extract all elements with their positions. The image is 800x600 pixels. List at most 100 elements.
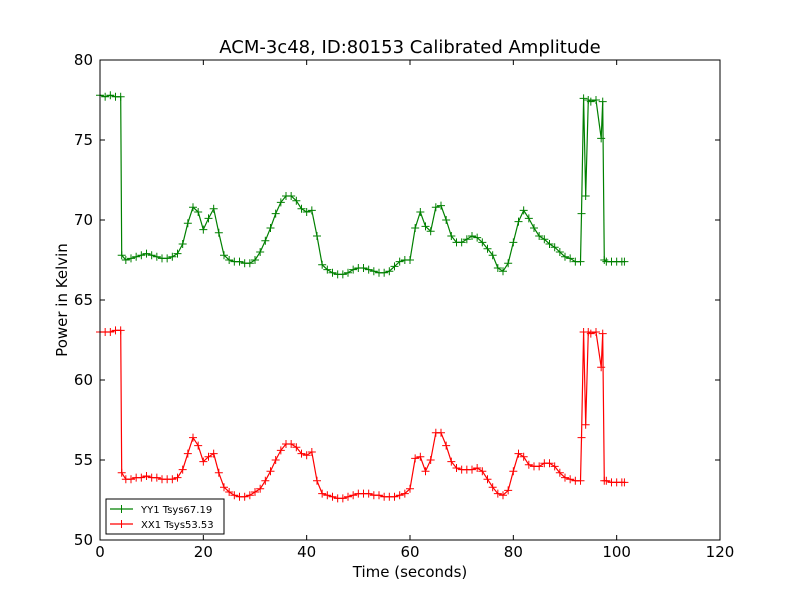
data-point <box>214 468 223 477</box>
x-tick-label: 100 <box>602 543 631 561</box>
data-point <box>297 449 306 458</box>
x-tick-label: 40 <box>297 543 316 561</box>
data-point <box>168 475 177 484</box>
series-0 <box>96 91 629 279</box>
data-point <box>555 248 564 256</box>
data-point <box>499 491 507 500</box>
data-point <box>116 326 125 335</box>
data-point <box>245 259 254 268</box>
legend-box <box>105 498 225 535</box>
data-point <box>127 475 135 484</box>
data-point <box>287 440 296 448</box>
data-point <box>395 491 404 500</box>
data-point <box>209 204 218 213</box>
data-point <box>581 420 590 429</box>
y-tick-label: 80 <box>74 51 93 69</box>
data-point <box>395 257 404 266</box>
data-point <box>421 467 430 476</box>
data-point <box>504 486 513 495</box>
data-point <box>318 489 327 498</box>
data-point <box>586 329 595 338</box>
data-point <box>519 206 528 215</box>
x-tick-label: 20 <box>194 543 213 561</box>
data-point <box>338 494 347 503</box>
x-tick-label: 80 <box>504 543 523 561</box>
data-point <box>597 134 606 143</box>
data-point <box>592 96 600 104</box>
data-point <box>483 475 492 484</box>
data-point <box>220 483 228 492</box>
y-axis-label: Power in Kelvin <box>53 243 71 357</box>
data-point <box>106 328 115 336</box>
data-point <box>524 460 533 469</box>
data-point <box>225 488 234 496</box>
data-point <box>514 217 523 226</box>
data-point <box>256 248 265 256</box>
data-point <box>390 492 399 501</box>
y-tick-label: 65 <box>74 291 93 309</box>
data-point <box>163 254 172 263</box>
data-point <box>338 270 347 279</box>
data-point <box>214 228 223 237</box>
data-point <box>183 219 192 228</box>
data-point <box>462 235 471 244</box>
data-point <box>173 249 182 258</box>
data-point <box>251 256 259 264</box>
data-point <box>550 243 559 252</box>
data-point <box>499 267 507 276</box>
data-point <box>478 467 487 476</box>
data-point <box>173 473 182 482</box>
data-point <box>540 235 549 244</box>
data-point <box>488 251 497 260</box>
data-point <box>220 251 228 260</box>
data-point <box>230 491 239 500</box>
data-point <box>137 473 146 482</box>
axis-ticks: 0 20 40 60 80 100 120 50 55 60 65 70 75 80 <box>74 51 734 561</box>
data-point <box>598 97 607 106</box>
data-point <box>261 476 270 485</box>
chart-title: ACM-3c48, ID:80153 Calibrated Amplitude <box>219 37 600 58</box>
data-point <box>204 214 213 223</box>
data-point <box>261 236 270 245</box>
data-point <box>245 491 254 500</box>
legend-marker <box>117 520 126 528</box>
x-axis-label: Time (seconds) <box>352 563 468 581</box>
data-point <box>566 475 575 484</box>
data-point <box>416 452 425 461</box>
data-point <box>442 216 451 224</box>
data-point <box>307 448 316 456</box>
data-point <box>406 256 414 264</box>
data-point <box>266 467 275 476</box>
data-point <box>473 233 482 242</box>
data-point <box>602 476 611 485</box>
y-tick-label: 55 <box>74 451 93 469</box>
data-point <box>266 224 275 232</box>
data-point <box>437 428 445 437</box>
data-point <box>152 473 161 482</box>
data-point <box>127 254 135 263</box>
data-point <box>297 204 306 213</box>
data-point <box>457 238 466 247</box>
data-point <box>209 449 218 458</box>
data-point <box>431 203 440 212</box>
data-point <box>194 208 203 216</box>
data-point <box>344 492 352 501</box>
data-point <box>328 492 337 501</box>
data-point <box>142 249 151 258</box>
data-point <box>592 328 600 336</box>
data-point <box>178 240 187 248</box>
data-point <box>579 94 588 103</box>
data-point <box>189 433 197 442</box>
y-tick-label: 50 <box>74 531 93 549</box>
data-point <box>199 457 208 466</box>
data-point <box>121 256 130 264</box>
legend-label: XX1 Tsys53.53 <box>141 520 214 531</box>
data-point <box>524 214 533 223</box>
data-point <box>493 264 502 272</box>
data-point <box>493 489 502 498</box>
data-point <box>276 198 285 207</box>
data-point <box>478 238 487 247</box>
data-point <box>566 254 575 263</box>
data-point <box>318 260 327 269</box>
data-point <box>598 329 607 338</box>
